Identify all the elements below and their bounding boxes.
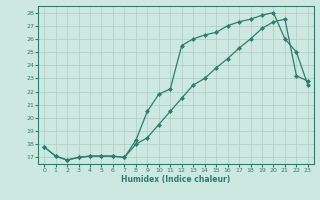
X-axis label: Humidex (Indice chaleur): Humidex (Indice chaleur) bbox=[121, 175, 231, 184]
